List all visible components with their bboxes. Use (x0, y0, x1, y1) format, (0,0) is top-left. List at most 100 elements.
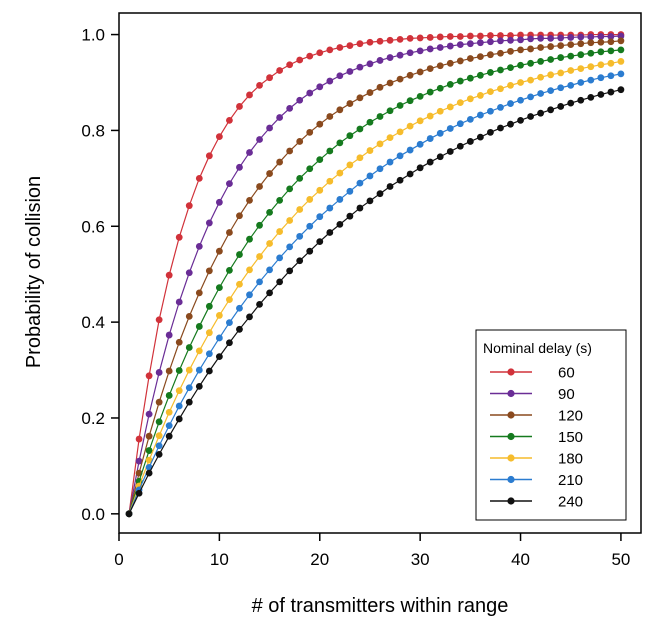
data-point (296, 96, 304, 104)
legend-item-210: 210 (490, 472, 583, 489)
series-150 (125, 46, 625, 518)
data-point (416, 68, 424, 76)
data-point (547, 43, 555, 50)
data-point (426, 34, 434, 41)
data-point (306, 165, 314, 173)
data-point (487, 128, 494, 136)
data-point (296, 257, 304, 265)
data-point (517, 116, 524, 124)
data-point (557, 84, 565, 92)
data-point (165, 432, 173, 440)
data-point (547, 87, 555, 95)
data-point (195, 243, 203, 250)
data-point (306, 196, 314, 203)
data-point (527, 35, 534, 43)
y-tick-label: 0.6 (81, 217, 105, 236)
data-point (256, 278, 263, 286)
data-point (316, 186, 324, 194)
data-point (497, 124, 504, 132)
data-point (276, 114, 284, 121)
legend-swatch-marker (507, 411, 515, 419)
data-point (215, 334, 223, 342)
data-point (426, 135, 434, 142)
data-point (607, 47, 615, 55)
data-point (316, 83, 324, 91)
data-point (195, 382, 203, 390)
data-point (366, 60, 374, 68)
data-point (557, 42, 565, 49)
data-point (205, 152, 213, 160)
legend-item-60: 60 (490, 365, 575, 382)
data-point (165, 408, 173, 416)
data-point (406, 122, 414, 130)
data-point (336, 220, 344, 228)
data-point (456, 99, 464, 107)
data-point (446, 125, 454, 132)
data-point (426, 88, 434, 96)
legend-title: Nominal delay (s) (483, 340, 592, 356)
data-point (175, 233, 183, 241)
data-point (306, 128, 314, 136)
data-point (497, 66, 504, 74)
data-point (266, 266, 273, 274)
x-tick-label: 10 (210, 550, 229, 569)
data-point (276, 254, 284, 262)
legend-label: 120 (558, 408, 583, 425)
y-tick-label: 0.2 (81, 409, 105, 428)
data-point (406, 35, 414, 42)
data-point (195, 289, 203, 297)
data-point (266, 289, 273, 297)
data-point (577, 79, 585, 86)
data-point (396, 128, 404, 136)
data-point (246, 266, 253, 274)
data-point (386, 107, 394, 115)
data-point (165, 367, 173, 375)
data-point (507, 100, 514, 107)
data-point (346, 42, 354, 49)
data-point (617, 86, 625, 94)
data-point (476, 92, 484, 99)
data-point (296, 174, 304, 182)
data-point (215, 353, 223, 361)
data-point (537, 109, 545, 117)
data-point (286, 267, 294, 275)
data-point (296, 232, 304, 240)
data-point (386, 183, 394, 190)
data-point (286, 104, 294, 112)
data-point (386, 158, 394, 166)
y-tick-label: 0.4 (81, 313, 105, 332)
data-point (507, 120, 514, 128)
x-tick-label: 50 (611, 550, 630, 569)
data-point (226, 180, 233, 188)
data-point (487, 32, 494, 39)
data-point (396, 51, 404, 59)
data-point (557, 69, 565, 77)
data-point (497, 85, 504, 93)
data-point (135, 457, 143, 465)
data-point (356, 40, 364, 48)
data-point (617, 37, 625, 45)
data-point (557, 54, 565, 61)
data-point (507, 47, 514, 55)
data-point (527, 45, 534, 53)
data-point (487, 51, 494, 59)
data-point (497, 104, 504, 111)
data-point (155, 418, 163, 426)
data-point (587, 49, 595, 57)
data-point (246, 235, 253, 243)
data-point (215, 312, 223, 319)
data-point (446, 42, 454, 50)
data-point (446, 81, 454, 88)
data-point (316, 238, 324, 246)
data-point (547, 106, 555, 114)
data-point (226, 266, 233, 274)
data-point (376, 140, 384, 148)
data-point (376, 113, 384, 120)
data-point (487, 88, 494, 95)
data-point (476, 71, 484, 79)
data-point (356, 154, 364, 162)
legend-swatch-marker (507, 432, 515, 441)
data-point (416, 92, 424, 100)
data-point (436, 153, 444, 161)
data-point (416, 47, 424, 55)
